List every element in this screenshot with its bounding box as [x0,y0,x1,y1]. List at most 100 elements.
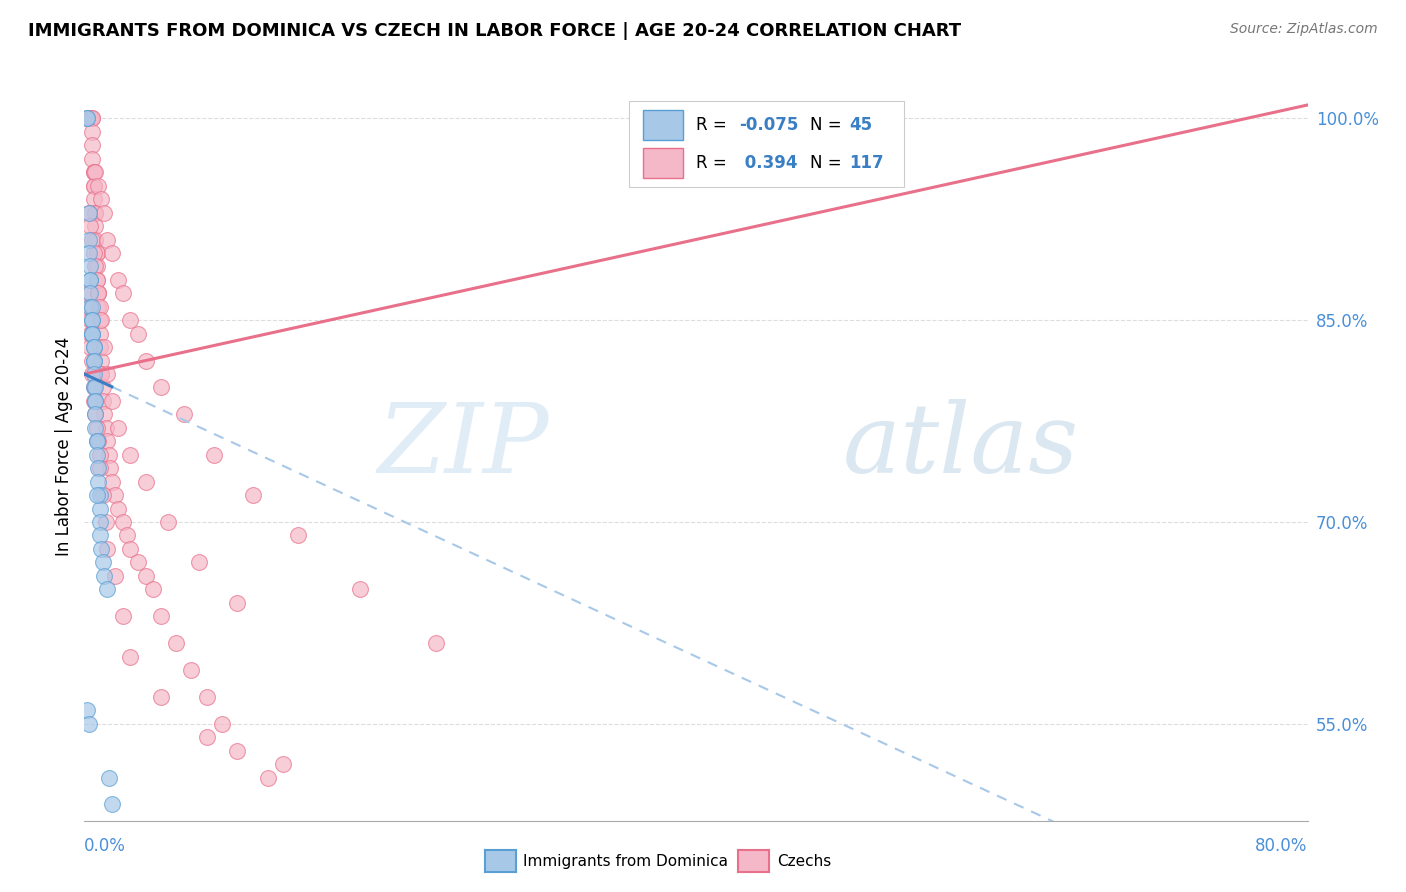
Point [84,205,107,219]
Text: -0.075: -0.075 [738,117,799,135]
Point [89,340,111,354]
Point [83,192,105,206]
Point [77,246,100,260]
Point [101,246,124,260]
Point [111,515,134,529]
Point [77,716,100,731]
Point [83,246,105,260]
Point [188,555,211,569]
Point [91,555,114,569]
Text: Source: ZipAtlas.com: Source: ZipAtlas.com [1230,22,1378,37]
Point [76,703,98,717]
Point [86,488,108,502]
Point [83,367,105,381]
Point [79,273,101,287]
Point [165,636,187,650]
Point [76,112,98,126]
Point [79,112,101,126]
Point [226,596,249,610]
Point [94,421,117,435]
Point [77,112,100,126]
Point [80,353,103,368]
Point [77,112,100,126]
Text: atlas: atlas [842,399,1078,493]
Point [84,219,107,233]
Point [87,461,110,475]
Point [180,663,202,677]
Point [120,448,142,462]
Point [120,313,142,327]
Point [127,326,149,341]
Point [80,125,103,139]
Point [84,408,107,422]
Point [93,569,115,583]
FancyBboxPatch shape [628,102,904,187]
Point [93,205,115,219]
Point [226,744,249,758]
Point [90,313,112,327]
Point [87,434,110,449]
Point [84,205,107,219]
Point [120,541,142,556]
Point [195,690,218,704]
Point [86,260,108,274]
Point [98,461,121,475]
Point [77,233,100,247]
Point [83,353,105,368]
Point [96,367,118,381]
Text: 45: 45 [849,117,872,135]
Point [79,112,101,126]
Point [157,515,180,529]
Text: 0.394: 0.394 [738,154,797,172]
Point [84,380,107,394]
Point [79,313,101,327]
Point [97,448,120,462]
Point [96,582,118,597]
Point [107,421,129,435]
Point [80,300,103,314]
Point [86,273,108,287]
Point [89,461,111,475]
Point [87,286,110,301]
Point [83,165,105,179]
Point [271,757,294,772]
Text: R =: R = [696,154,733,172]
Point [96,541,118,556]
Point [425,636,447,650]
Point [89,313,111,327]
Point [80,152,103,166]
Point [83,340,105,354]
Point [79,260,101,274]
Point [90,192,112,206]
Point [135,475,157,489]
Point [84,393,107,408]
Point [195,730,218,744]
Point [93,408,115,422]
Point [80,367,103,381]
Point [149,380,172,394]
Point [80,138,103,153]
Point [83,178,105,193]
Point [86,434,108,449]
Point [107,501,129,516]
Point [77,286,100,301]
Point [84,393,107,408]
Point [89,448,111,462]
Point [91,393,114,408]
Point [96,434,118,449]
Point [173,408,195,422]
Point [93,340,115,354]
Point [79,273,101,287]
Point [77,205,100,219]
Point [83,178,105,193]
Point [101,475,124,489]
Point [90,353,112,368]
Point [83,380,105,394]
Point [242,488,264,502]
Point [80,326,103,341]
Text: Czechs: Czechs [778,855,832,869]
Point [83,353,105,368]
Point [89,326,111,341]
Point [86,421,108,435]
Point [77,205,100,219]
